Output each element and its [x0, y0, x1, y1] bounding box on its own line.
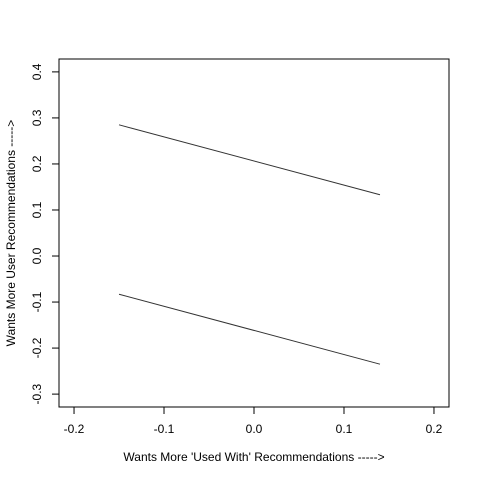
- y-tick-label: 0.1: [30, 201, 44, 218]
- x-tick-label: -0.1: [154, 422, 175, 436]
- plot-frame: [58, 58, 450, 408]
- y-tick-label: 0.2: [30, 155, 44, 172]
- y-tick-label: -0.2: [30, 337, 44, 358]
- x-tick-label: -0.2: [64, 422, 85, 436]
- data-line: [118, 293, 381, 365]
- y-tick-label: -0.1: [30, 291, 44, 312]
- data-line: [118, 124, 381, 196]
- y-tick-label: 0.0: [30, 247, 44, 264]
- y-axis-label: Wants More User Recommendations ----->: [4, 120, 18, 347]
- y-tick-label: 0.3: [30, 109, 44, 126]
- y-tick-label: 0.4: [30, 63, 44, 80]
- x-tick-label: 0.1: [336, 422, 353, 436]
- y-tick-label: -0.3: [30, 383, 44, 404]
- x-tick-label: 0.0: [246, 422, 263, 436]
- x-axis-label: Wants More 'Used With' Recommendations -…: [123, 450, 384, 464]
- x-tick-label: 0.2: [426, 422, 443, 436]
